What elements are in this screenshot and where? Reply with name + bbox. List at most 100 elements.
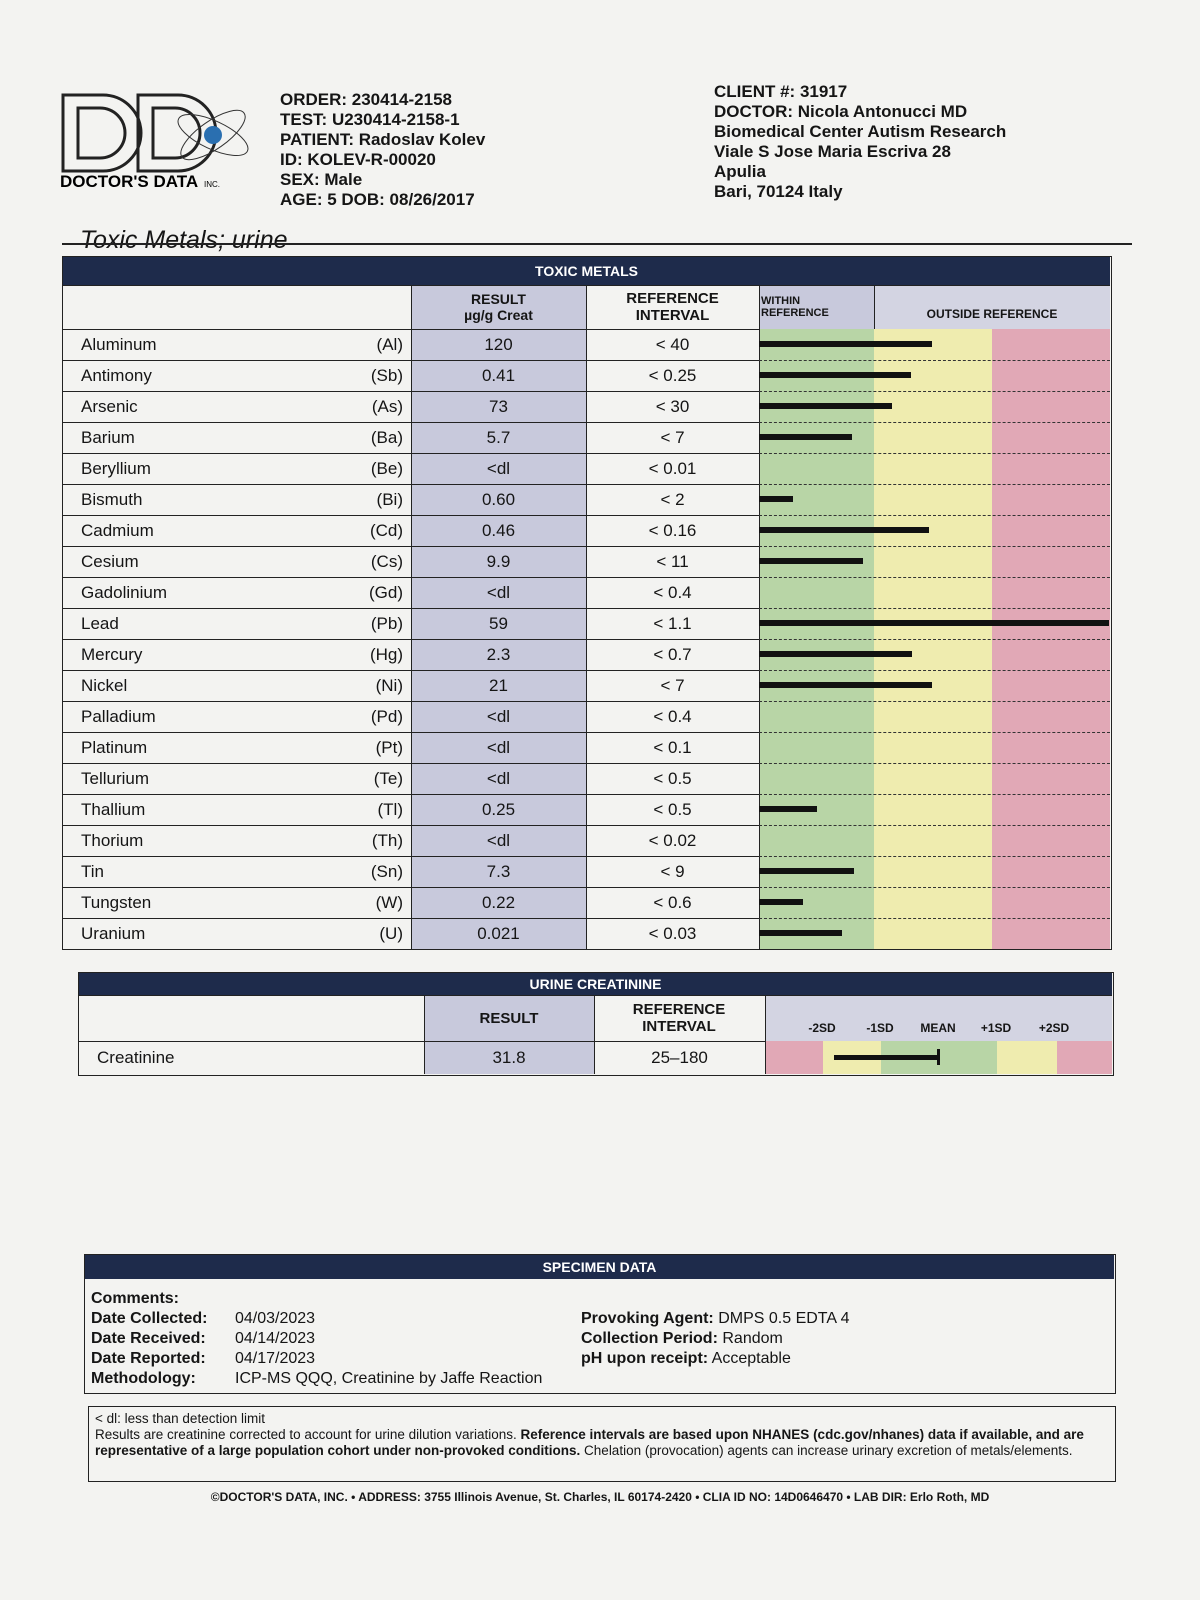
row-dash xyxy=(759,360,1110,361)
specimen-field: Methodology: ICP-MS QQQ, Creatinine by Ja… xyxy=(91,1369,542,1389)
section-band: SPECIMEN DATA xyxy=(85,1255,1114,1279)
element-symbol: (Cs) xyxy=(370,551,403,571)
element-name: Bismuth xyxy=(81,489,143,509)
element-name: Cadmium xyxy=(81,520,154,540)
result-value: 0.41 xyxy=(481,365,516,385)
result-value: 2.3 xyxy=(486,644,511,664)
reference-value: < 0.16 xyxy=(648,520,697,540)
reference-value: < 0.5 xyxy=(653,799,692,819)
info-line: DOCTOR: Nicola Antonucci MD xyxy=(714,102,968,121)
result-bar xyxy=(759,527,929,533)
result-bar xyxy=(759,930,842,936)
row-dash xyxy=(759,608,1110,609)
note-part: Results are creatinine corrected to acco… xyxy=(95,1427,521,1442)
result-value: <dl xyxy=(486,706,511,726)
row-dash xyxy=(759,639,1110,640)
element-name: Nickel xyxy=(81,675,128,695)
rule xyxy=(874,285,875,329)
element-symbol: (Te) xyxy=(373,768,403,788)
element-name: Platinum xyxy=(81,737,148,757)
field-label: Provoking Agent: xyxy=(581,1310,714,1327)
reference-value: < 0.7 xyxy=(653,644,692,664)
rule xyxy=(63,825,759,826)
element-name: Tungsten xyxy=(81,892,152,912)
field-value: 04/17/2023 xyxy=(235,1350,316,1367)
rule xyxy=(63,794,759,795)
element-name: Thallium xyxy=(81,799,146,819)
report-title: Toxic Metals; urine xyxy=(80,226,288,254)
reference-value: < 0.03 xyxy=(648,923,697,943)
reference-value: < 11 xyxy=(656,551,689,571)
specimen-field: Date Reported: 04/17/2023 xyxy=(91,1349,542,1369)
row-dash xyxy=(759,577,1110,578)
info-line: ORDER: 230414-2158 xyxy=(280,90,452,109)
range-zone xyxy=(997,1041,1057,1074)
result-header: RESULT µg/g Creat xyxy=(411,285,586,329)
row-dash xyxy=(759,515,1110,516)
rule xyxy=(63,856,759,857)
info-line: PATIENT: Radoslav Kolev xyxy=(280,130,486,149)
comments-label: Comments: xyxy=(91,1290,180,1307)
element-symbol: (Sb) xyxy=(370,365,403,385)
row-dash xyxy=(759,825,1110,826)
logo: DOCTOR'S DATA INC. xyxy=(60,93,249,191)
specimen-field: pH upon receipt: Acceptable xyxy=(581,1349,850,1369)
row-dash xyxy=(759,887,1110,888)
element-name: Aluminum xyxy=(81,334,157,354)
specimen-left: Comments: Date Collected: 04/03/2023 Date R… xyxy=(91,1289,542,1389)
element-name: Gadolinium xyxy=(81,582,167,602)
rule xyxy=(586,285,587,949)
info-line: CLIENT #: 31917 xyxy=(714,82,848,101)
rule xyxy=(411,285,412,949)
scale-label: -2SD xyxy=(808,1021,836,1035)
rule xyxy=(759,285,760,949)
field-value: ICP-MS QQQ, Creatinine by Jaffe Reaction xyxy=(235,1370,543,1387)
result-bar xyxy=(759,403,892,409)
row-dash xyxy=(759,732,1110,733)
element-symbol: (Ni) xyxy=(375,675,403,695)
element-symbol: (Th) xyxy=(371,830,403,850)
field-label: Methodology: xyxy=(91,1370,196,1387)
result-value: <dl xyxy=(486,737,511,757)
within-header: WITHIN REFERENCE xyxy=(761,295,829,319)
result-bar xyxy=(759,434,852,440)
rule xyxy=(63,422,759,423)
result-bar xyxy=(759,496,793,502)
specimen-right: Provoking Agent: DMPS 0.5 EDTA 4 Collecti… xyxy=(581,1309,850,1369)
result-value: 21 xyxy=(489,675,508,695)
result-bar xyxy=(834,1055,938,1060)
section-band: TOXIC METALS xyxy=(63,257,1110,285)
element-symbol: (Al) xyxy=(376,334,403,354)
result-value: 0.22 xyxy=(481,892,516,912)
reference-value: < 2 xyxy=(660,489,685,509)
notes-box: < dl: less than detection limit Results a… xyxy=(88,1406,1116,1482)
result-bar xyxy=(759,341,932,347)
specimen-field: Date Received: 04/14/2023 xyxy=(91,1329,542,1349)
bar-end xyxy=(937,1049,940,1065)
reference-value: < 7 xyxy=(660,427,685,447)
rule xyxy=(63,918,759,919)
toxic-table: TOXIC METALS RESULT µg/g Creat REFERENCE INT… xyxy=(62,256,1112,950)
element-name: Thorium xyxy=(81,830,144,850)
element-name: Cesium xyxy=(81,551,139,571)
reference-value: < 0.02 xyxy=(648,830,697,850)
rule xyxy=(63,391,759,392)
result-bar xyxy=(759,372,911,378)
reference-header: REFERENCE INTERVAL xyxy=(632,1001,726,1035)
field-label: Collection Period: xyxy=(581,1330,718,1347)
row-dash xyxy=(759,701,1110,702)
element-symbol: (Tl) xyxy=(377,799,403,819)
range-zone xyxy=(1057,1041,1112,1074)
header-text: RESULT xyxy=(471,291,526,307)
result-value: 5.7 xyxy=(486,427,511,447)
field-value: Random xyxy=(722,1330,783,1347)
result-header: RESULT xyxy=(479,1009,539,1027)
element-name: Barium xyxy=(81,427,135,447)
header-text: µg/g Creat xyxy=(464,307,533,323)
element-symbol: (Gd) xyxy=(369,582,403,602)
result-value: 0.60 xyxy=(481,489,516,509)
rule xyxy=(63,515,759,516)
rule xyxy=(63,732,759,733)
row-name: Creatinine xyxy=(97,1047,175,1067)
